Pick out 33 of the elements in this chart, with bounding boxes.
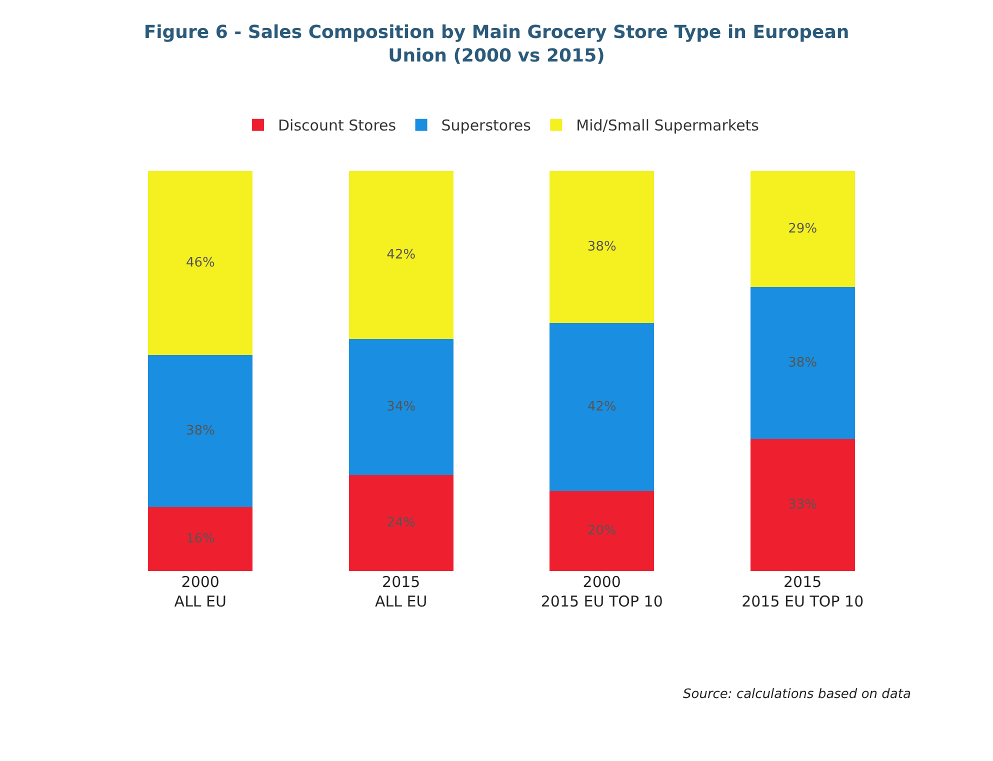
data-label: 46% <box>186 256 215 271</box>
legend-label: Superstores <box>441 116 532 135</box>
bar <box>750 171 855 288</box>
bar <box>348 475 454 571</box>
data-label: 38% <box>587 240 616 255</box>
x-tick-label: 2000 ALL EU <box>174 573 226 610</box>
x-tick-label: 2015 2015 EU TOP 10 <box>742 573 864 610</box>
data-label: 24% <box>386 516 416 531</box>
data-label: 38% <box>788 356 818 371</box>
bar <box>750 287 855 440</box>
legend-label: Mid/Small Supermarkets <box>576 116 760 135</box>
data-label: 42% <box>587 400 616 415</box>
x-tick-label: 2000 2015 EU TOP 10 <box>540 573 663 610</box>
data-label: 38% <box>186 424 215 439</box>
data-label: 29% <box>788 222 818 237</box>
data-label: 16% <box>186 532 215 547</box>
bar <box>348 171 454 340</box>
data-label: 34% <box>386 400 416 415</box>
legend-label: Discount Stores <box>278 116 396 135</box>
bar <box>148 171 253 356</box>
source-note: Source: calculations based on data <box>683 687 911 702</box>
x-tick-label: 2015 ALL EU <box>375 573 428 610</box>
bar <box>750 439 855 571</box>
data-label: 20% <box>587 524 616 539</box>
data-label: 42% <box>386 248 416 263</box>
bar <box>348 339 454 476</box>
bar <box>550 491 654 571</box>
bar <box>148 355 253 508</box>
chart-title: Figure 6 - Sales Composition by Main Grocery Store Type in European Union (2000 vs 2015) <box>144 22 850 66</box>
bar <box>550 323 654 492</box>
bar <box>550 171 654 324</box>
data-label: 33% <box>788 498 818 513</box>
bar <box>148 507 253 571</box>
